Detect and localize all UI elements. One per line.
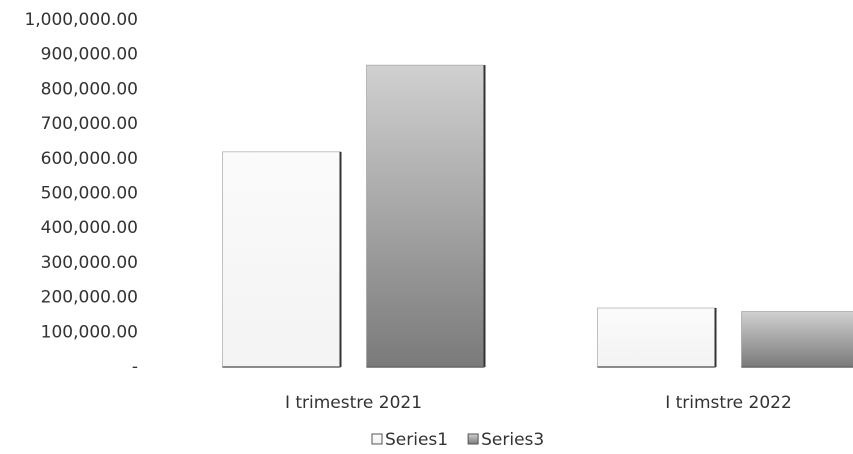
- legend-label: Series1: [385, 430, 448, 450]
- bar: [222, 151, 341, 368]
- legend-label: Series3: [481, 430, 544, 450]
- x-tick-label: I trimestre 2021: [285, 393, 422, 413]
- x-tick-label: I trimstre 2022: [665, 393, 792, 413]
- y-tick-label: 700,000.00: [41, 114, 138, 134]
- y-tick-label: 1,000,000.00: [24, 10, 138, 30]
- legend-swatch: [371, 433, 383, 445]
- y-tick-label: -: [132, 357, 138, 377]
- legend-swatch: [467, 433, 479, 445]
- y-tick-label: 400,000.00: [41, 218, 138, 238]
- y-tick-label: 500,000.00: [41, 184, 138, 204]
- bar: [597, 307, 716, 368]
- y-tick-label: 600,000.00: [41, 149, 138, 169]
- y-tick-label: 900,000.00: [41, 45, 138, 65]
- y-tick-label: 100,000.00: [41, 322, 138, 342]
- y-tick-label: 800,000.00: [41, 79, 138, 99]
- bar: [366, 64, 485, 368]
- y-tick-label: 200,000.00: [41, 288, 138, 308]
- y-tick-label: 300,000.00: [41, 253, 138, 273]
- bar: [741, 311, 853, 368]
